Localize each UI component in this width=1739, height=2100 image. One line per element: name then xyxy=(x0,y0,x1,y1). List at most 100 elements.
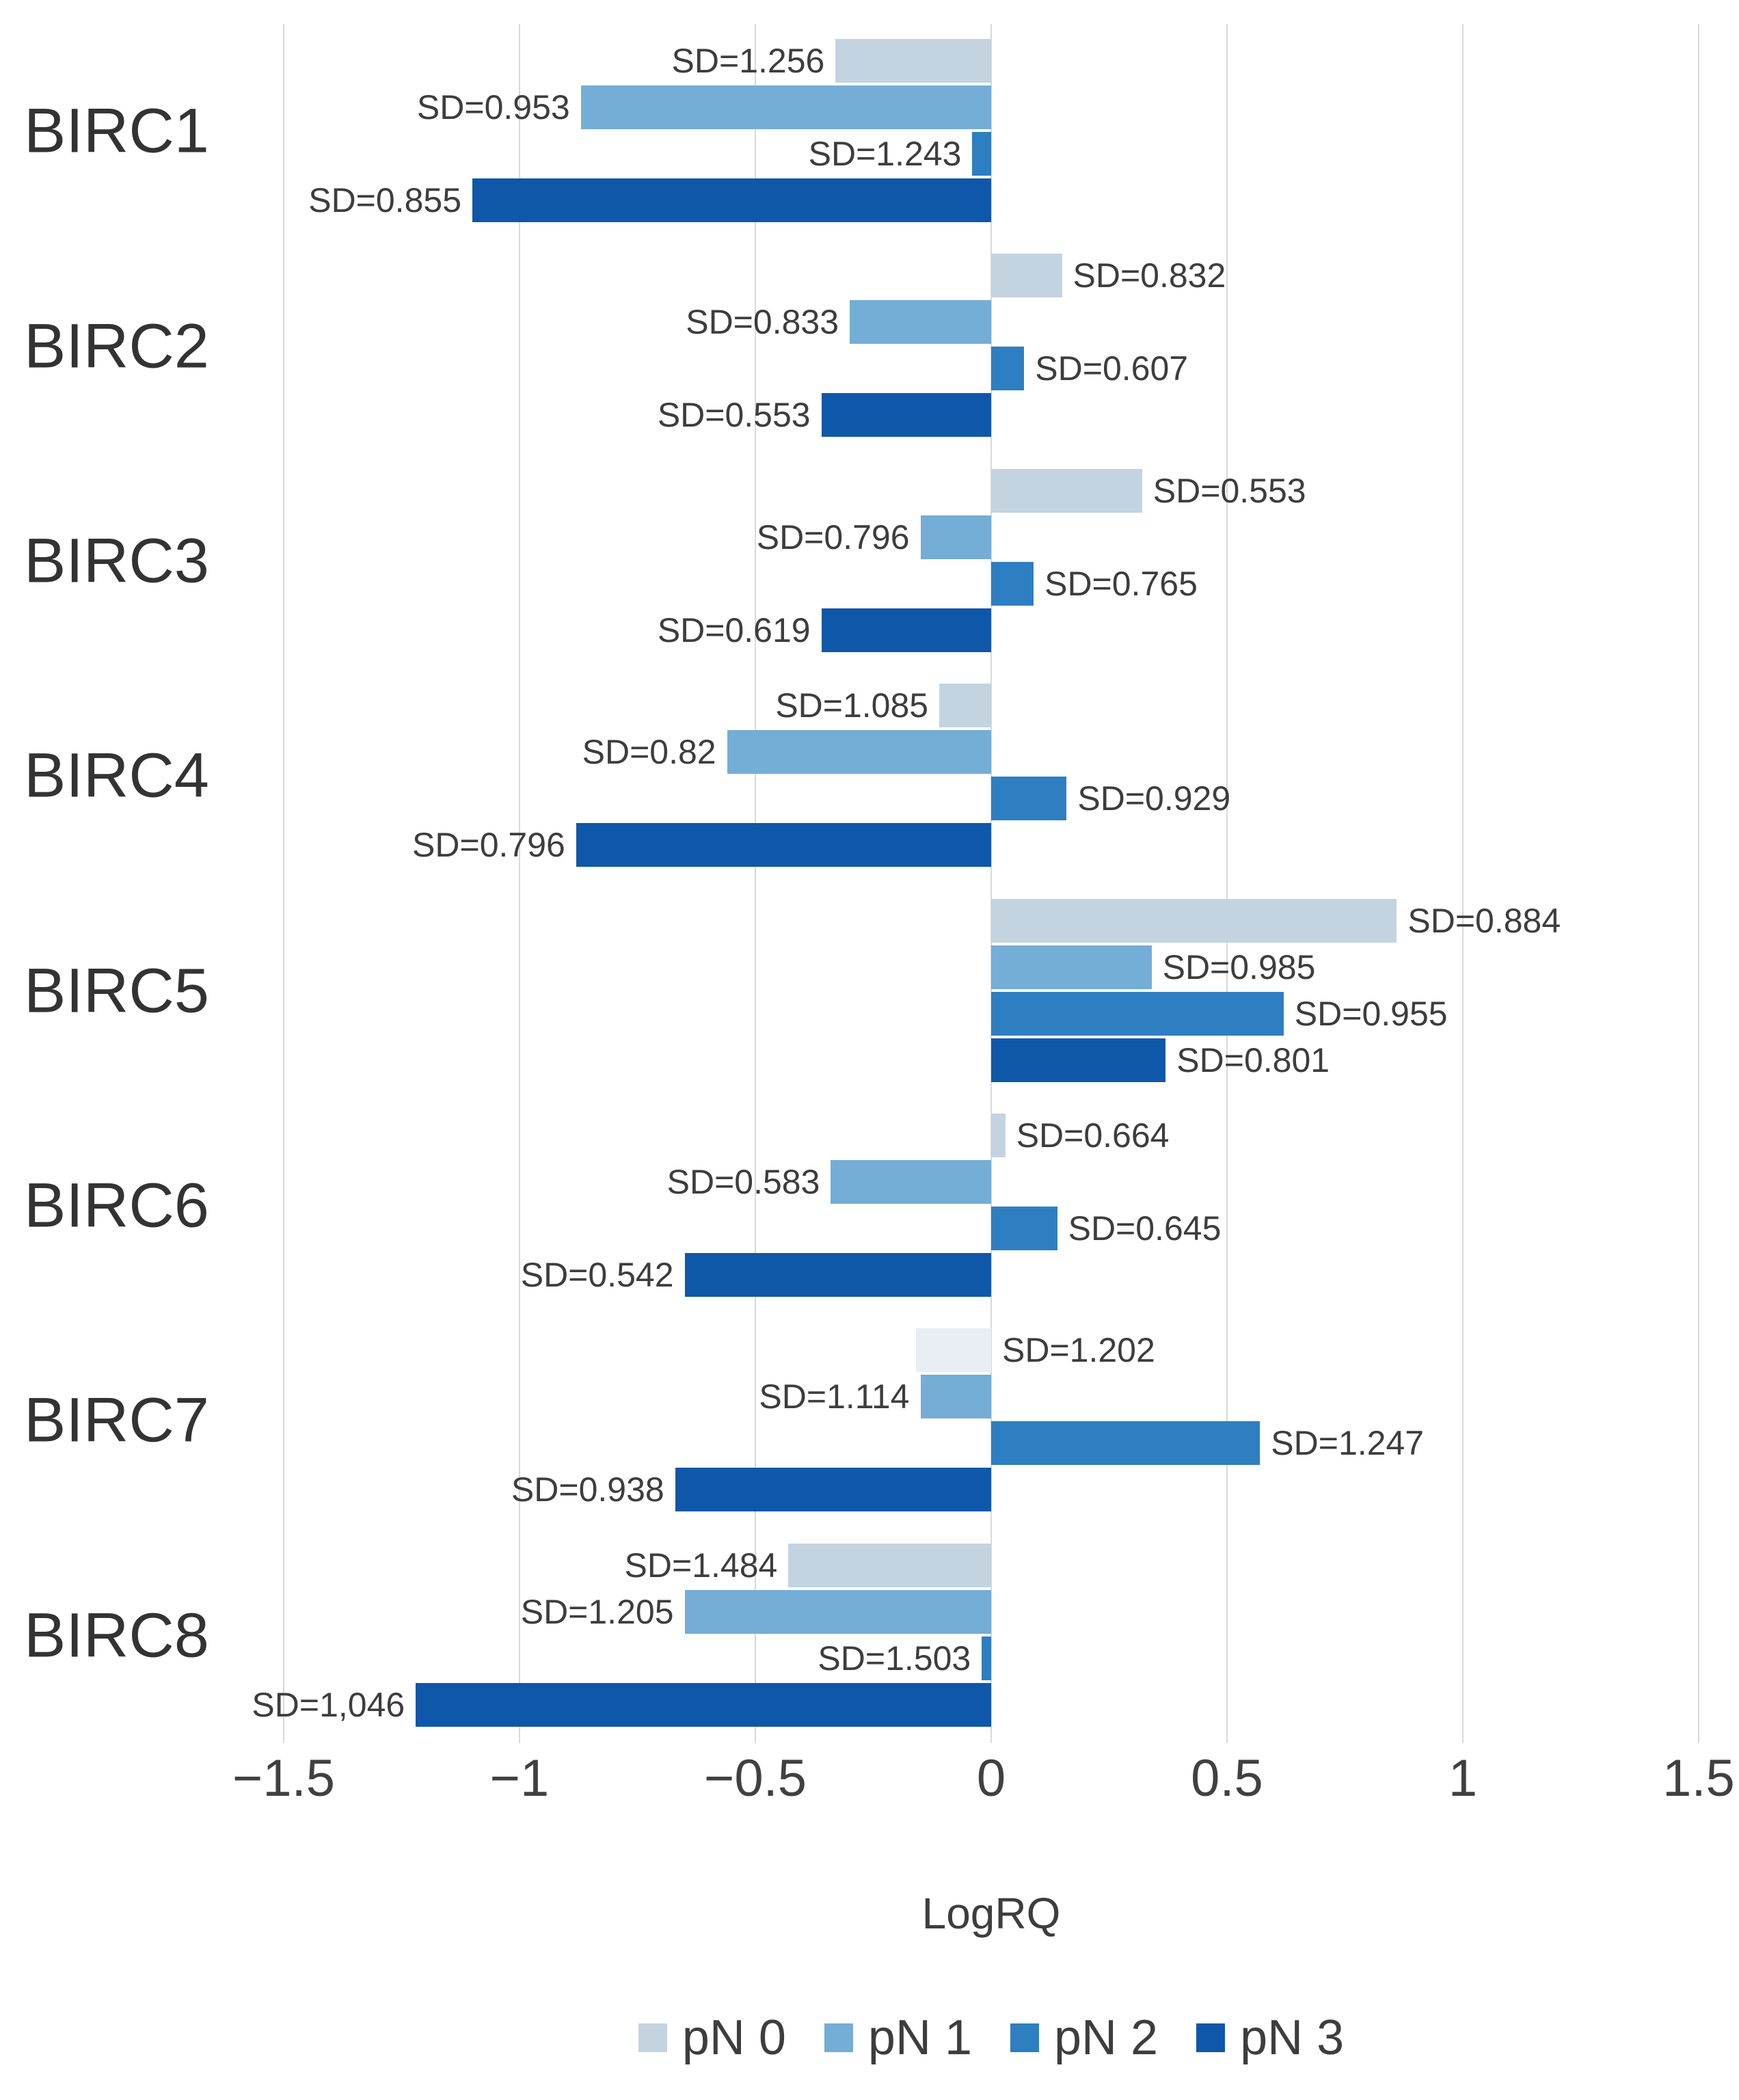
legend-label: pN 1 xyxy=(867,2010,972,2065)
category-label: BIRC6 xyxy=(24,1170,209,1241)
bar-label: SD=0.619 xyxy=(657,610,811,649)
bar-label: SD=0.583 xyxy=(666,1162,820,1201)
legend-swatch xyxy=(1010,2023,1039,2052)
category-label: BIRC8 xyxy=(24,1600,209,1671)
bar xyxy=(821,393,991,438)
bar-label: SD=0.955 xyxy=(1294,994,1448,1033)
bar-label: SD=1.247 xyxy=(1271,1424,1425,1463)
gridline xyxy=(755,24,756,1743)
bar xyxy=(991,777,1067,821)
bar xyxy=(972,132,991,176)
bar-label: SD=0.832 xyxy=(1073,256,1226,295)
bar xyxy=(982,1636,991,1680)
bar xyxy=(991,347,1025,391)
legend-swatch xyxy=(1196,2023,1226,2052)
gridline xyxy=(1462,24,1464,1743)
legend-item: pN 1 xyxy=(824,2010,972,2066)
bar-label: SD=0.765 xyxy=(1044,564,1198,603)
gridline xyxy=(283,24,284,1743)
bar-label: SD=0.801 xyxy=(1176,1040,1330,1079)
bar xyxy=(576,823,991,867)
plot-area: SD=1.256 SD=0.832 SD=0.553 SD=1.085 SD=0.884… xyxy=(252,24,1699,1743)
bar xyxy=(850,300,991,345)
bar xyxy=(991,254,1062,298)
gridline xyxy=(519,24,520,1743)
bar xyxy=(684,1589,991,1634)
bar-label: SD=1.085 xyxy=(775,686,929,725)
bar xyxy=(991,898,1397,943)
bar xyxy=(991,1421,1261,1466)
legend: pN 0 pN 1 pN 2 pN 3 xyxy=(284,2010,1699,2066)
bar-label: SD=0.938 xyxy=(511,1470,664,1509)
bar-label: SD=0.553 xyxy=(1152,471,1306,510)
bar xyxy=(831,1159,991,1204)
bar xyxy=(580,85,991,129)
bar-label: SD=0.553 xyxy=(657,396,811,435)
x-tick-label: −0.5 xyxy=(703,1749,807,1807)
bar xyxy=(821,608,991,652)
bar xyxy=(835,39,991,83)
bar xyxy=(684,1252,991,1297)
bar xyxy=(991,1206,1057,1250)
bar-label: SD=1.202 xyxy=(1002,1331,1155,1370)
legend-swatch xyxy=(638,2023,667,2052)
legend-label: pN 0 xyxy=(682,2010,786,2065)
bar-label: SD=0.985 xyxy=(1162,947,1316,986)
bar xyxy=(727,730,991,775)
x-tick-label: 0 xyxy=(976,1749,1006,1807)
category-label: BIRC7 xyxy=(24,1385,209,1455)
x-tick-label: 1 xyxy=(1448,1749,1478,1807)
bar xyxy=(991,1038,1166,1082)
bar xyxy=(675,1468,991,1512)
legend-item: pN 0 xyxy=(638,2010,786,2066)
bar-label: SD=0.607 xyxy=(1035,349,1189,388)
bar xyxy=(991,945,1152,989)
legend-item: pN 2 xyxy=(1010,2010,1158,2066)
category-label: BIRC3 xyxy=(24,526,209,596)
bar-label: SD=1.114 xyxy=(759,1377,910,1416)
bar-label: SD=0.796 xyxy=(756,517,910,556)
bar-label: SD=0.929 xyxy=(1077,779,1231,818)
category-label: BIRC2 xyxy=(24,311,209,381)
legend-swatch xyxy=(824,2023,853,2052)
gridline xyxy=(1226,24,1228,1743)
bar xyxy=(472,178,991,222)
bar xyxy=(991,561,1034,606)
bar-label: SD=1.205 xyxy=(520,1592,674,1631)
x-axis-title: LogRQ xyxy=(921,1889,1061,1938)
bar xyxy=(991,1113,1006,1157)
gridline xyxy=(990,24,992,1743)
bar xyxy=(920,1375,991,1419)
bar-label: SD=1.243 xyxy=(808,135,962,173)
bar-label: SD=0.664 xyxy=(1016,1116,1170,1155)
category-label: BIRC5 xyxy=(24,956,209,1026)
bar-label: SD=1.256 xyxy=(671,42,825,80)
bar xyxy=(939,684,991,728)
bar-label: SD=0.645 xyxy=(1068,1209,1222,1248)
bar-label: SD=0.833 xyxy=(686,303,839,342)
bar-label: SD=1,046 xyxy=(252,1685,405,1724)
x-tick-label: 1.5 xyxy=(1662,1749,1735,1807)
category-label: BIRC4 xyxy=(24,740,209,811)
bar-label: SD=0.953 xyxy=(416,88,570,126)
bar xyxy=(915,1328,991,1373)
x-tick-label: −1.5 xyxy=(232,1749,336,1807)
x-tick-label: −1 xyxy=(489,1749,550,1807)
bar xyxy=(416,1682,991,1727)
bar xyxy=(788,1543,991,1587)
legend-item: pN 3 xyxy=(1196,2010,1344,2066)
gridline xyxy=(1698,24,1699,1743)
bar-label: SD=1.484 xyxy=(624,1546,778,1585)
legend-label: pN 2 xyxy=(1054,2010,1159,2065)
bar-label: SD=0.82 xyxy=(582,733,716,772)
bar-label: SD=1.503 xyxy=(818,1639,971,1678)
bar-label: SD=0.796 xyxy=(412,826,565,865)
bar-label: SD=0.855 xyxy=(308,181,461,219)
legend-label: pN 3 xyxy=(1240,2010,1345,2065)
bar xyxy=(920,515,991,559)
category-label: BIRC1 xyxy=(24,96,209,166)
bar xyxy=(991,991,1284,1036)
x-tick-label: 0.5 xyxy=(1191,1749,1263,1807)
bar-label: SD=0.542 xyxy=(520,1255,674,1294)
